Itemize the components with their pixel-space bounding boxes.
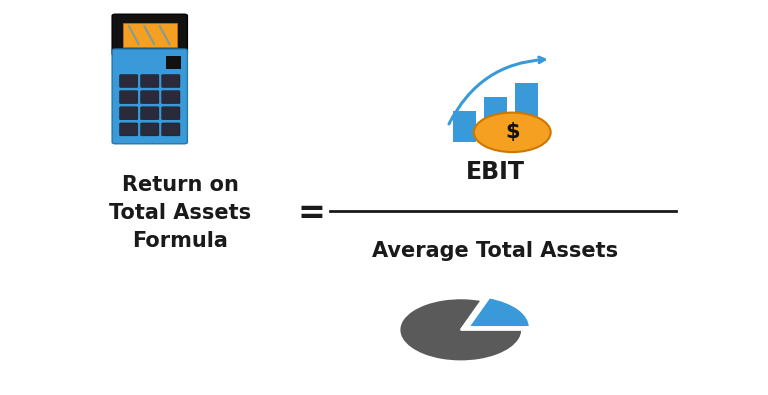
FancyBboxPatch shape <box>162 75 180 88</box>
Circle shape <box>474 113 551 152</box>
FancyBboxPatch shape <box>120 123 137 136</box>
FancyBboxPatch shape <box>141 123 159 136</box>
Text: Return on
Total Assets
Formula: Return on Total Assets Formula <box>109 175 252 251</box>
FancyBboxPatch shape <box>141 107 159 120</box>
Bar <box>453 111 476 142</box>
Text: $: $ <box>505 122 519 141</box>
Wedge shape <box>399 298 522 361</box>
Bar <box>166 56 181 69</box>
Wedge shape <box>468 297 530 327</box>
FancyBboxPatch shape <box>162 91 180 103</box>
FancyBboxPatch shape <box>141 91 159 103</box>
Text: =: = <box>297 197 325 230</box>
FancyBboxPatch shape <box>120 91 137 103</box>
Text: EBIT: EBIT <box>466 160 525 184</box>
FancyBboxPatch shape <box>141 75 159 88</box>
FancyBboxPatch shape <box>120 107 137 120</box>
FancyBboxPatch shape <box>112 14 187 55</box>
FancyBboxPatch shape <box>162 123 180 136</box>
Bar <box>515 83 538 142</box>
Text: Average Total Assets: Average Total Assets <box>372 241 618 261</box>
FancyBboxPatch shape <box>120 75 137 88</box>
Bar <box>484 97 507 142</box>
Bar <box>123 23 177 47</box>
FancyBboxPatch shape <box>112 49 187 144</box>
FancyBboxPatch shape <box>162 107 180 120</box>
